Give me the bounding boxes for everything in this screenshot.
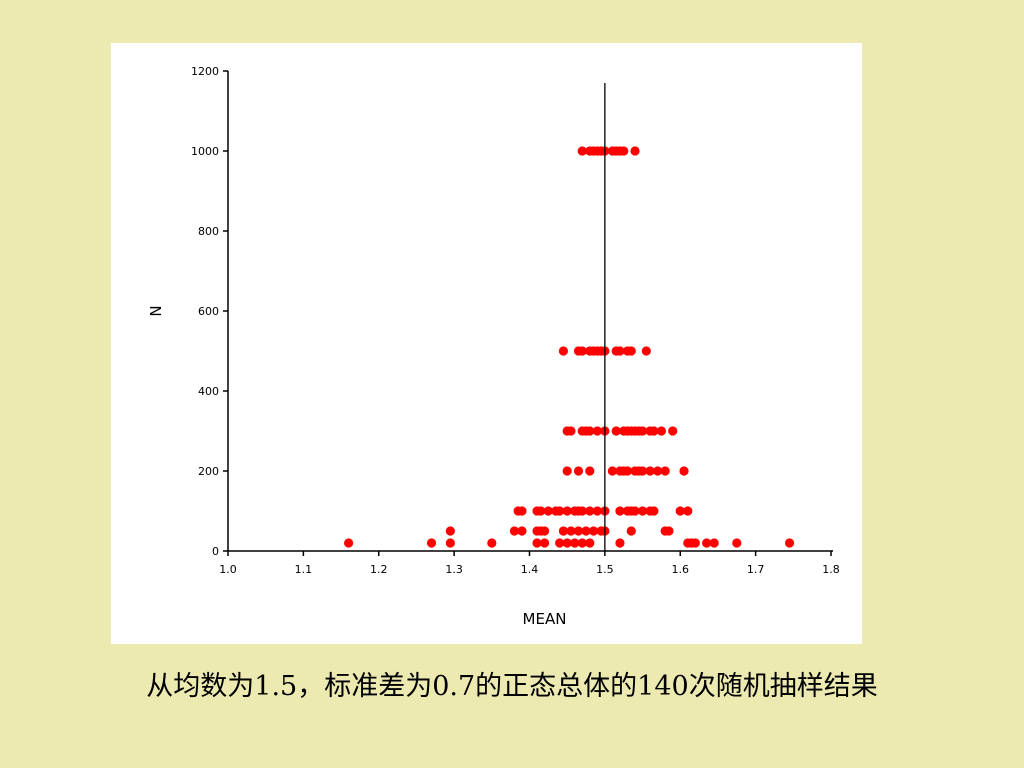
slide-caption: 从均数为1.5，标准差为0.7的正态总体的140次随机抽样结果 bbox=[146, 671, 878, 702]
data-point bbox=[577, 538, 587, 548]
data-point bbox=[619, 146, 629, 156]
x-tick-label: 1.1 bbox=[295, 563, 313, 576]
data-point bbox=[581, 526, 591, 536]
data-point bbox=[626, 346, 636, 356]
data-point bbox=[509, 526, 520, 536]
data-point bbox=[573, 466, 584, 476]
data-point bbox=[539, 526, 550, 536]
data-point bbox=[668, 426, 678, 436]
data-point bbox=[679, 466, 689, 476]
data-point bbox=[577, 146, 587, 156]
data-point bbox=[622, 466, 633, 476]
y-tick-label: 400 bbox=[198, 385, 219, 398]
data-point bbox=[649, 426, 659, 436]
data-point bbox=[660, 466, 670, 476]
data-point bbox=[517, 506, 527, 516]
data-point bbox=[445, 526, 455, 536]
y-tick-label: 200 bbox=[198, 465, 219, 478]
y-tick-label: 1000 bbox=[191, 145, 219, 158]
data-point bbox=[573, 526, 584, 536]
x-tick-label: 1.6 bbox=[672, 563, 690, 576]
chart-panel: 1.0 1.1 1.2 1.3 1.4 1.5 1.6 1.7 1.8 0 200 400 600 800… bbox=[111, 43, 862, 644]
data-point bbox=[653, 466, 663, 476]
data-point bbox=[562, 538, 572, 548]
data-point bbox=[558, 526, 569, 536]
data-point bbox=[630, 506, 640, 516]
data-point bbox=[539, 538, 550, 548]
x-tick-label: 1.2 bbox=[370, 563, 388, 576]
data-point bbox=[637, 506, 648, 516]
data-point bbox=[702, 538, 712, 548]
data-point bbox=[577, 346, 587, 356]
data-point bbox=[732, 538, 742, 548]
data-point bbox=[588, 526, 599, 536]
data-point bbox=[615, 506, 625, 516]
data-point bbox=[585, 506, 595, 516]
data-point bbox=[611, 426, 621, 436]
data-point bbox=[592, 506, 602, 516]
data-point bbox=[344, 538, 354, 548]
data-point bbox=[532, 538, 542, 548]
data-point bbox=[641, 346, 651, 356]
data-point bbox=[566, 426, 576, 436]
x-tick-label: 1.4 bbox=[521, 563, 539, 576]
x-tick-label: 1.7 bbox=[747, 563, 765, 576]
data-point bbox=[517, 526, 527, 536]
data-point bbox=[426, 538, 437, 548]
scatter-chart: 1.0 1.1 1.2 1.3 1.4 1.5 1.6 1.7 1.8 0 200 400 600 800… bbox=[147, 65, 840, 628]
y-axis-label: N bbox=[147, 305, 165, 316]
data-point bbox=[555, 506, 565, 516]
data-point bbox=[585, 538, 595, 548]
data-point bbox=[585, 426, 595, 436]
data-point bbox=[562, 506, 572, 516]
data-point bbox=[607, 466, 618, 476]
axes bbox=[227, 71, 833, 552]
data-point bbox=[445, 538, 455, 548]
data-point bbox=[536, 506, 546, 516]
data-point bbox=[577, 506, 587, 516]
data-point bbox=[487, 538, 497, 548]
data-point bbox=[664, 526, 674, 536]
data-point bbox=[562, 466, 572, 476]
data-point bbox=[683, 506, 693, 516]
data-point bbox=[566, 526, 576, 536]
x-tick-label: 1.3 bbox=[445, 563, 463, 576]
data-point bbox=[592, 426, 602, 436]
data-point bbox=[637, 466, 648, 476]
data-point bbox=[615, 538, 625, 548]
data-point bbox=[656, 426, 667, 436]
x-tick-label: 1.5 bbox=[596, 563, 614, 576]
data-point bbox=[558, 346, 569, 356]
x-tick-label: 1.8 bbox=[822, 563, 840, 576]
data-point bbox=[543, 506, 553, 516]
data-point bbox=[615, 346, 625, 356]
data-points bbox=[344, 146, 795, 548]
data-point bbox=[645, 466, 655, 476]
data-point bbox=[709, 538, 719, 548]
data-point bbox=[649, 506, 659, 516]
y-tick-label: 1200 bbox=[191, 65, 219, 78]
y-tick-label: 600 bbox=[198, 305, 219, 318]
data-point bbox=[784, 538, 795, 548]
data-point bbox=[630, 146, 640, 156]
data-point bbox=[690, 538, 700, 548]
x-axis-label: MEAN bbox=[523, 610, 567, 628]
data-point bbox=[555, 538, 565, 548]
y-tick-label: 0 bbox=[212, 545, 219, 558]
data-point bbox=[626, 526, 636, 536]
data-point bbox=[570, 538, 580, 548]
data-point bbox=[585, 466, 595, 476]
x-tick-label: 1.0 bbox=[219, 563, 237, 576]
y-tick-label: 800 bbox=[198, 225, 219, 238]
axis-ticks: 1.0 1.1 1.2 1.3 1.4 1.5 1.6 1.7 1.8 0 200 400 600 800… bbox=[191, 65, 840, 576]
data-point bbox=[675, 506, 685, 516]
data-point bbox=[637, 426, 648, 436]
